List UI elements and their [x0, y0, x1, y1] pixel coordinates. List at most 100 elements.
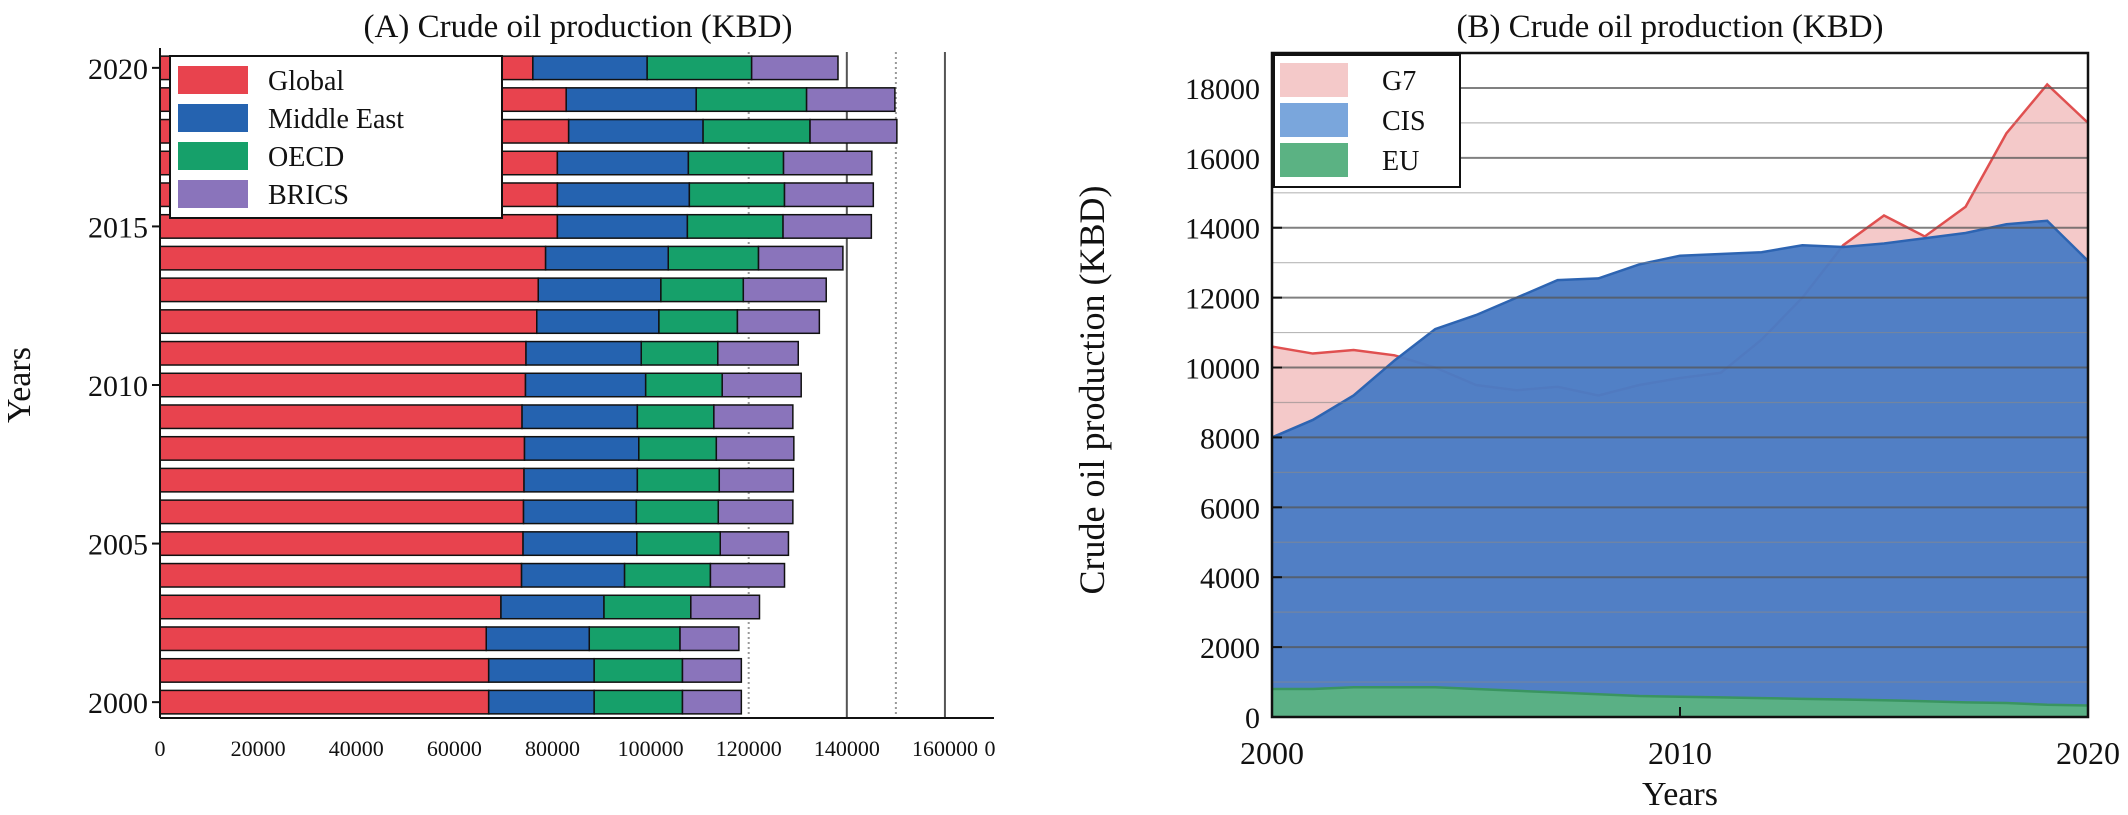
chart-b-x-tick-label: 2000 [1240, 735, 1304, 771]
bar-oecd [640, 340, 719, 366]
chart-b-y-tick-label: 6000 [1200, 492, 1260, 525]
bar-oecd [636, 467, 721, 493]
bar-brics [718, 467, 795, 493]
bar-middle-east [524, 372, 647, 398]
bar-oecd [603, 594, 692, 620]
bar-global [159, 657, 490, 683]
chart-a-y-tick-label: 2010 [88, 370, 148, 403]
bar-brics [679, 626, 740, 652]
bar-global [159, 372, 527, 398]
bar-oecd [686, 213, 784, 239]
chart-a-x-tick-label: 0 [155, 736, 166, 761]
bar-middle-east [567, 118, 704, 144]
legend-label: CIS [1382, 106, 1426, 137]
chart-a-x-tick-label: 0 [985, 736, 996, 761]
bar-middle-east [521, 404, 639, 430]
chart-a-x-tick-label: 140000 [814, 736, 880, 761]
bar-global [159, 245, 547, 271]
bar-oecd [635, 499, 720, 525]
bar-oecd [588, 626, 681, 652]
bar-middle-east [556, 150, 690, 176]
chart-b: (B) Crude oil production (KBD) Crude oil … [1072, 9, 2120, 813]
chart-b-title: (B) Crude oil production (KBD) [1456, 9, 1883, 45]
bar-brics [750, 55, 839, 81]
bar-brics [717, 340, 800, 366]
legend-label: Middle East [268, 104, 404, 135]
legend-label: G7 [1382, 66, 1416, 97]
legend-swatch-eu [1280, 143, 1348, 177]
bar-oecd [695, 87, 808, 113]
chart-b-y-tick-label: 0 [1245, 702, 1260, 735]
bar-brics [809, 118, 898, 144]
bar-oecd [593, 657, 684, 683]
chart-a-y-tick-label: 2000 [88, 687, 148, 720]
bar-oecd [688, 182, 786, 208]
bar-brics [713, 404, 794, 430]
bar-oecd [644, 372, 723, 398]
bar-oecd [646, 55, 753, 81]
line-eu [1272, 686, 2089, 707]
chart-b-x-tick-label: 2020 [2056, 735, 2120, 771]
legend-label: BRICS [268, 180, 349, 211]
bar-brics [709, 562, 786, 588]
chart-b-y-tick-label: 14000 [1185, 213, 1260, 246]
chart-a-x-tick-label: 80000 [525, 736, 580, 761]
bar-oecd [593, 689, 684, 715]
chart-b-x-axis-label: Years [1642, 776, 1718, 813]
chart-b-y-tick-label: 8000 [1200, 422, 1260, 455]
bar-brics [757, 245, 844, 271]
bar-middle-east [520, 562, 626, 588]
bar-global [159, 435, 526, 461]
chart-a-x-tick-label: 160000 [912, 736, 978, 761]
bar-brics [715, 435, 795, 461]
bar-middle-east [565, 87, 697, 113]
legend-swatch-middle-east [178, 104, 248, 132]
area-cis [1272, 220, 2088, 717]
bar-oecd [636, 531, 722, 557]
bar-global [159, 562, 523, 588]
bar-global [159, 499, 525, 525]
chart-a-x-tick-label: 100000 [618, 736, 684, 761]
bar-brics [805, 87, 896, 113]
bar-middle-east [500, 594, 605, 620]
bar-oecd [623, 562, 712, 588]
bar-global [159, 626, 487, 652]
bar-oecd [636, 404, 715, 430]
bar-middle-east [556, 182, 691, 208]
bar-brics [736, 309, 821, 335]
chart-b-y-tick-label: 12000 [1185, 283, 1260, 316]
bar-brics [681, 657, 743, 683]
legend-swatch-oecd [178, 142, 248, 170]
legend-label: Global [268, 66, 344, 97]
bar-global [159, 531, 524, 557]
bar-middle-east [522, 531, 638, 557]
chart-a-x-tick-label: 120000 [716, 736, 782, 761]
bar-brics [719, 531, 790, 557]
bar-middle-east [522, 499, 638, 525]
chart-b-x-tick-label: 2010 [1648, 735, 1712, 771]
bar-brics [742, 277, 827, 303]
bar-oecd [667, 245, 760, 271]
bar-brics [721, 372, 802, 398]
bar-oecd [687, 150, 785, 176]
legend-swatch-cis [1280, 103, 1348, 137]
chart-b-y-tick-label: 2000 [1200, 632, 1260, 665]
bar-brics [681, 689, 743, 715]
bar-middle-east [523, 467, 639, 493]
bar-middle-east [556, 213, 689, 239]
legend-label: EU [1382, 146, 1419, 177]
bar-middle-east [544, 245, 669, 271]
legend-swatch-g7 [1280, 63, 1348, 97]
area-eu [1272, 687, 2088, 717]
bar-global [159, 689, 490, 715]
bar-middle-east [485, 626, 591, 652]
bar-oecd [658, 309, 739, 335]
chart-a-x-tick-label: 40000 [329, 736, 384, 761]
chart-a-y-axis-label: Years [1, 347, 38, 423]
bar-middle-east [487, 689, 595, 715]
chart-a-y-tick-label: 2015 [88, 211, 148, 244]
bar-brics [717, 499, 794, 525]
legend-label: OECD [268, 142, 344, 173]
chart-b-y-axis-label: Crude oil production (KBD) [1072, 186, 1112, 595]
bar-oecd [638, 435, 718, 461]
